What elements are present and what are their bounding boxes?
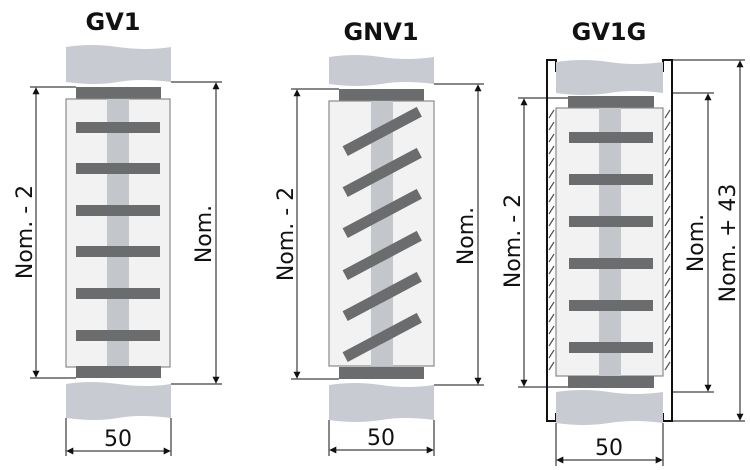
diagram-gv1g: GV1G [501,18,745,466]
bar [342,147,422,198]
bar [76,163,160,174]
bottom-flange [568,376,654,388]
bar [569,174,653,185]
bar [569,132,653,143]
horizontal-bars [569,132,653,353]
diagonal-bars [342,106,422,363]
diagram-title: GV1G [572,18,647,46]
bottom-flange [339,367,424,379]
bar [342,271,422,322]
top-pipe-block [66,45,171,84]
width-dimension-label: 50 [595,436,623,461]
bar [342,106,422,157]
bottom-pipe-block [329,383,434,422]
bar [76,122,160,133]
bar [569,342,653,353]
outer-dimension-label: Nom. [684,214,709,272]
right-hatch [664,109,671,371]
horizontal-bars [76,122,160,341]
inner-dimension-label: Nom. - 2 [13,185,38,279]
bar [76,205,160,216]
width-dimension-label: 50 [367,426,395,451]
bar [76,288,160,299]
bar [569,258,653,269]
bar [76,330,160,341]
diagram-title: GNV1 [343,18,418,46]
top-pipe-block [556,60,663,95]
diagram-gnv1: GNV1 Nom. - 2 Nom. 50 [274,18,484,456]
bottom-flange [76,366,161,378]
bar [569,216,653,227]
left-hatch [548,109,555,371]
bottom-pipe-block [556,390,663,425]
center-channel [107,99,129,367]
top-pipe-block [329,55,434,86]
inner-dimension-label: Nom. - 2 [274,187,299,281]
center-channel [599,108,621,376]
diagram-title: GV1 [86,8,141,36]
total-dimension-label: Nom. + 43 [716,184,741,303]
bottom-pipe-block [66,382,171,420]
top-flange [568,96,654,108]
bar [342,188,422,239]
top-flange [339,89,424,101]
outer-dimension-label: Nom. [454,207,479,265]
bar [76,246,160,257]
outer-dimension-label: Nom. [192,205,217,263]
width-dimension-label: 50 [104,427,132,452]
bar [342,230,422,281]
diagram-gv1: GV1 Nom. - 2 Nom. 50 [13,8,222,456]
top-flange [76,87,161,99]
inner-dimension-label: Nom. - 2 [501,194,526,288]
bar [569,300,653,311]
bar [342,312,422,363]
